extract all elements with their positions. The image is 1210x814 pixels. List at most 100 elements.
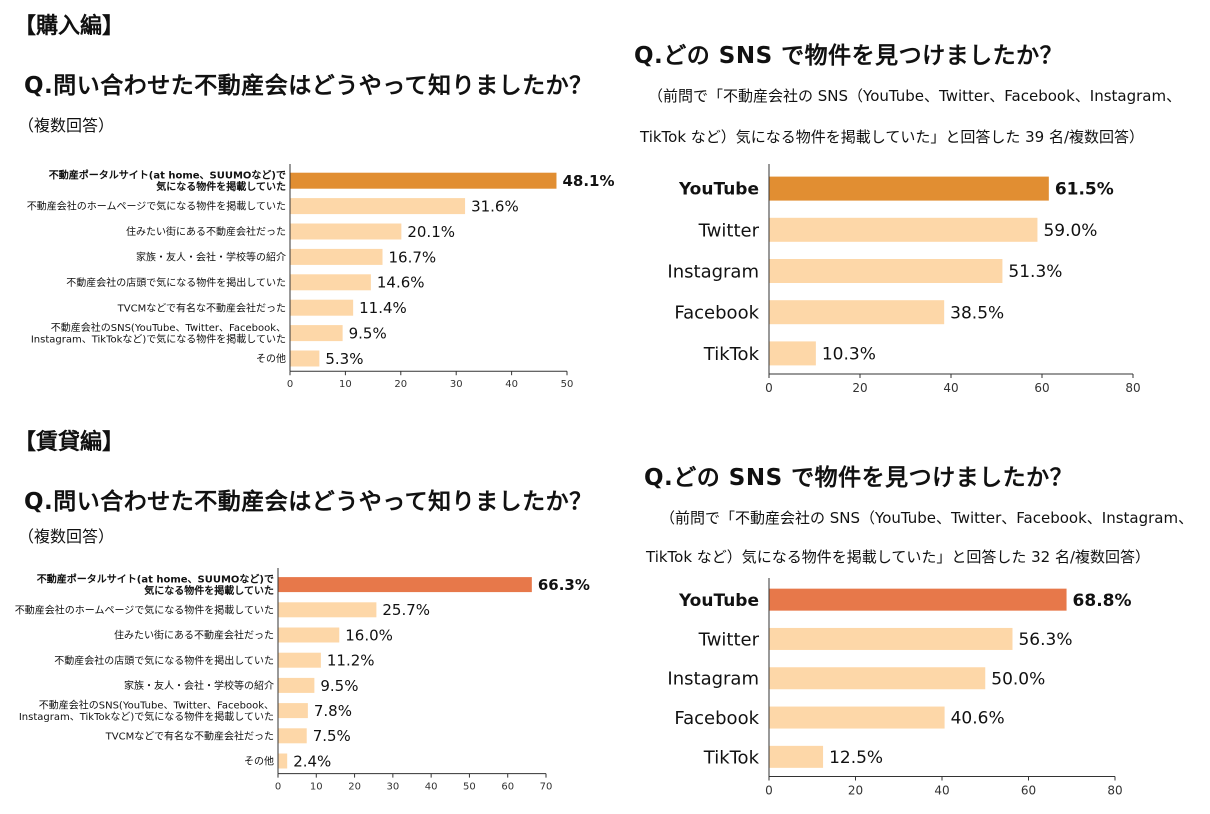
x-tick-label-3: 60	[1034, 381, 1049, 395]
rental-sns-note-line1: （前問で「不動産会社の SNS（YouTube、Twitter、Facebook…	[660, 509, 1194, 527]
purchase-source-chart: 48.1% 不動産ポータルサイト(at home、SUUMOなど)で気になる物件を…	[27, 164, 615, 390]
value-label-0: 61.5%	[1055, 180, 1114, 200]
value-label-1: 31.6%	[471, 198, 519, 216]
purchase-source-note: （複数回答）	[18, 116, 115, 135]
bar-3	[769, 300, 945, 325]
purchase-sns-question: Q.どの SNS で物件を見つけましたか？	[634, 43, 1064, 69]
bar-3	[278, 652, 321, 668]
category-label-0-line-1: 気になる物件を掲載していた	[143, 584, 274, 597]
category-label-0: YouTube	[678, 180, 759, 200]
category-label-1: 不動産会社のホームページで気になる物件を掲載していた	[27, 200, 286, 213]
bar-2	[290, 223, 402, 240]
category-label-3: 家族・友人・会社・学校等の紹介	[136, 251, 286, 264]
x-tick-label-1: 20	[848, 784, 863, 798]
x-tick-label-7: 70	[540, 782, 553, 793]
bar-1	[769, 627, 1013, 650]
x-tick-label-0: 0	[765, 381, 773, 395]
bar-4	[769, 341, 816, 366]
value-label-6: 7.5%	[313, 727, 351, 745]
category-label-5: TVCMなどで有名な不動産会社だった	[117, 301, 286, 314]
x-tick-label-2: 20	[394, 379, 407, 390]
rental-source-note: （複数回答）	[18, 527, 115, 546]
bar-7	[290, 350, 320, 367]
category-label-0-line-0: 不動産ポータルサイト(at home、SUUMOなど)で	[49, 169, 286, 182]
x-tick-label-3: 60	[1021, 784, 1036, 798]
category-label-0: YouTube	[678, 591, 759, 611]
value-label-0: 48.1%	[562, 172, 614, 190]
category-label-7: その他	[244, 755, 274, 768]
x-tick-label-0: 0	[765, 784, 773, 798]
category-label-3: Facebook	[674, 708, 759, 729]
value-label-4: 10.3%	[822, 345, 876, 365]
value-label-3: 38.5%	[950, 303, 1004, 323]
value-label-5: 7.8%	[314, 702, 352, 720]
bar-6	[278, 728, 307, 744]
category-label-4: 家族・友人・会社・学校等の紹介	[124, 679, 274, 692]
x-tick-label-4: 80	[1107, 784, 1122, 798]
category-label-5-line-1: Instagram、TikTokなど)で気になる物件を掲載していた	[19, 710, 274, 723]
rental-sns-note-line2: TikTok など）気になる物件を掲載していた」と回答した 32 名/複数回答）	[646, 548, 1151, 566]
x-tick-label-3: 30	[450, 379, 463, 390]
x-tick-label-0: 0	[287, 379, 293, 390]
section-title-rental: 【賃貸編】	[14, 430, 125, 455]
bar-3	[769, 706, 945, 729]
value-label-2: 51.3%	[1008, 262, 1062, 282]
category-label-1: Twitter	[698, 220, 760, 241]
bar-5	[290, 299, 354, 316]
category-label-0-line-1: 気になる物件を掲載していた	[155, 180, 286, 193]
bar-1	[278, 602, 377, 618]
value-label-4: 14.6%	[377, 274, 425, 292]
category-label-1: Twitter	[698, 629, 760, 650]
value-label-7: 5.3%	[325, 350, 363, 368]
purchase-sns-note-line1: （前問で「不動産会社の SNS（YouTube、Twitter、Facebook…	[648, 87, 1182, 105]
bar-4	[769, 745, 824, 768]
section-title-purchase: 【購入編】	[14, 14, 125, 39]
x-tick-label-2: 40	[943, 381, 958, 395]
x-tick-label-4: 40	[505, 379, 518, 390]
x-tick-label-0: 0	[275, 782, 281, 793]
value-label-7: 2.4%	[293, 752, 331, 770]
bar-1	[769, 217, 1038, 242]
rental-source-question: Q.問い合わせた不動産会はどうやって知りましたか？	[24, 489, 593, 515]
category-label-2: 住みたい街にある不動産会社だった	[126, 225, 286, 238]
value-label-2: 50.0%	[991, 669, 1045, 689]
bar-1	[290, 198, 466, 215]
category-label-4: TikTok	[703, 747, 760, 768]
value-label-2: 16.0%	[345, 626, 393, 644]
value-label-3: 11.2%	[327, 652, 375, 670]
category-label-6-line-1: Instagram、TikTokなど)で気になる物件を掲載していた	[31, 332, 286, 345]
value-label-0: 66.3%	[538, 576, 590, 594]
bar-0	[290, 172, 557, 189]
category-label-3: 不動産会社の店頭で気になる物件を掲出していた	[54, 654, 274, 667]
bar-0	[769, 176, 1049, 201]
bar-2	[769, 259, 1003, 283]
rental-sns-chart: 68.8% YouTube 56.3% Twitter 50.0% Instagram 40…	[667, 578, 1132, 798]
x-tick-label-1: 20	[852, 381, 867, 395]
category-label-7: その他	[256, 352, 286, 365]
category-label-3: Facebook	[674, 303, 759, 324]
value-label-2: 20.1%	[407, 223, 455, 241]
x-tick-label-4: 80	[1125, 381, 1140, 395]
purchase-sns-chart: 61.5% YouTube 59.0% Twitter 51.3% Instagram 38…	[667, 164, 1141, 395]
bar-0	[278, 577, 532, 593]
bar-7	[278, 753, 288, 769]
category-label-4: TikTok	[703, 344, 760, 365]
bar-2	[278, 627, 340, 643]
value-label-5: 11.4%	[359, 299, 407, 317]
bar-4	[278, 677, 315, 693]
x-tick-label-5: 50	[561, 379, 574, 390]
value-label-4: 12.5%	[829, 748, 883, 768]
category-label-5-line-0: 不動産会社のSNS(YouTube、Twitter、Facebook、	[39, 699, 274, 712]
value-label-4: 9.5%	[320, 677, 358, 695]
rental-source-chart: 66.3% 不動産ポータルサイト(at home、SUUMOなど)で気になる物件を…	[15, 568, 590, 793]
value-label-1: 25.7%	[382, 601, 430, 619]
x-tick-label-3: 30	[386, 782, 399, 793]
x-tick-label-5: 50	[463, 782, 476, 793]
purchase-source-question: Q.問い合わせた不動産会はどうやって知りましたか？	[24, 73, 593, 99]
value-label-3: 40.6%	[951, 709, 1005, 729]
category-label-2: Instagram	[667, 261, 759, 282]
x-tick-label-6: 60	[501, 782, 514, 793]
x-tick-label-4: 40	[425, 782, 438, 793]
bar-3	[290, 248, 383, 265]
value-label-1: 56.3%	[1018, 630, 1072, 650]
